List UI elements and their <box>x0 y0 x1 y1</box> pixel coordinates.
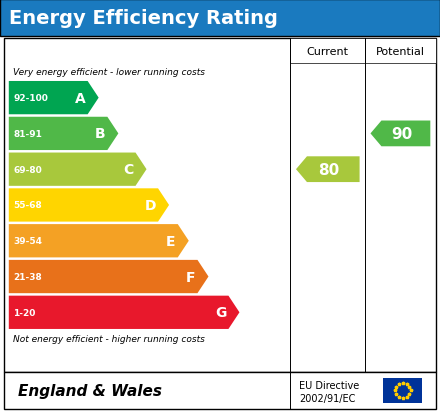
Text: Current: Current <box>307 47 349 57</box>
Polygon shape <box>9 153 147 186</box>
Bar <box>4 39 436 372</box>
Text: 1-20: 1-20 <box>13 308 36 317</box>
Text: E: E <box>166 234 176 248</box>
Text: Potential: Potential <box>376 47 425 57</box>
Text: F: F <box>186 270 195 284</box>
Text: 90: 90 <box>391 127 412 142</box>
Bar <box>290 39 365 64</box>
Polygon shape <box>9 189 169 222</box>
Bar <box>365 39 436 64</box>
Text: 92-100: 92-100 <box>13 94 48 103</box>
Text: Not energy efficient - higher running costs: Not energy efficient - higher running co… <box>13 334 205 343</box>
Text: 21-38: 21-38 <box>13 272 42 281</box>
Text: 80: 80 <box>318 162 340 177</box>
Text: England & Wales: England & Wales <box>18 383 161 398</box>
Text: Energy Efficiency Rating: Energy Efficiency Rating <box>9 9 278 28</box>
Text: 39-54: 39-54 <box>13 237 42 246</box>
Bar <box>383 378 422 403</box>
Text: G: G <box>215 306 226 320</box>
Text: Very energy efficient - lower running costs: Very energy efficient - lower running co… <box>13 68 205 77</box>
Polygon shape <box>296 157 359 183</box>
Bar <box>4 372 436 409</box>
Polygon shape <box>9 260 209 294</box>
Text: A: A <box>75 91 85 105</box>
Text: 81-91: 81-91 <box>13 130 42 139</box>
Text: 2002/91/EC: 2002/91/EC <box>299 393 356 403</box>
Polygon shape <box>9 296 239 329</box>
Text: 69-80: 69-80 <box>13 165 42 174</box>
Polygon shape <box>9 225 189 258</box>
Text: D: D <box>144 199 156 212</box>
FancyBboxPatch shape <box>0 0 440 37</box>
Text: EU Directive: EU Directive <box>299 380 359 390</box>
Polygon shape <box>9 117 118 151</box>
Polygon shape <box>370 121 430 147</box>
Text: 55-68: 55-68 <box>13 201 42 210</box>
Polygon shape <box>9 82 99 115</box>
Text: B: B <box>95 127 105 141</box>
Text: C: C <box>123 163 133 177</box>
